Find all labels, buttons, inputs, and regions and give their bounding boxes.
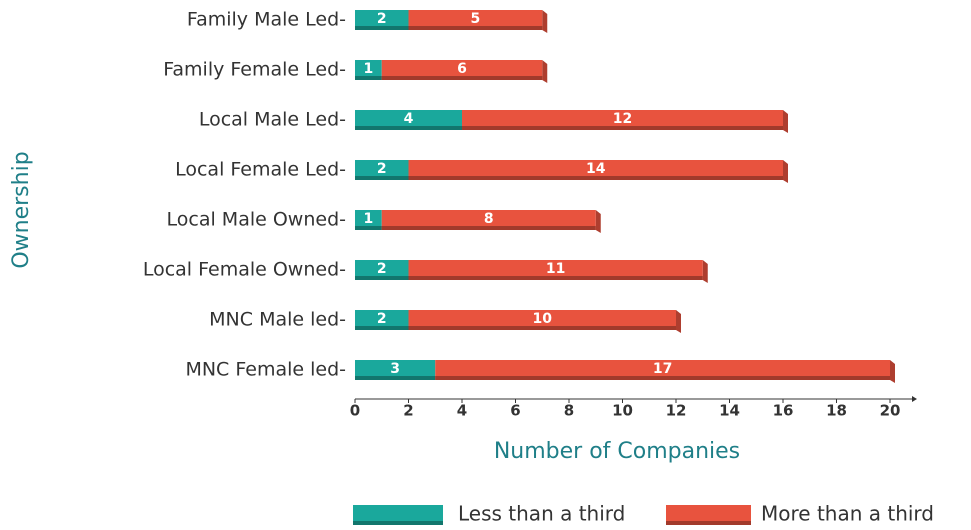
bar-bottom xyxy=(355,76,382,80)
bar-bottom xyxy=(355,226,382,230)
x-tick-label: 4 xyxy=(457,402,467,420)
legend-swatch-shade xyxy=(353,521,443,525)
bar xyxy=(355,210,382,230)
legend-label: More than a third xyxy=(761,502,934,526)
bar xyxy=(355,160,409,180)
x-tick-label: 12 xyxy=(666,402,687,420)
bar xyxy=(408,10,543,30)
y-tick-label: MNC Male led- xyxy=(209,309,346,331)
bar-bottom xyxy=(355,276,409,280)
bar-side xyxy=(783,160,788,183)
x-tick-label: 14 xyxy=(719,402,740,420)
bar-side xyxy=(542,60,548,83)
y-tick-label: Local Male Led- xyxy=(199,109,346,131)
bar xyxy=(408,260,703,280)
bar-bottom xyxy=(408,326,676,330)
bar xyxy=(355,60,382,80)
value-label: 2 xyxy=(377,161,387,177)
value-label: 12 xyxy=(613,111,632,127)
bar xyxy=(355,310,409,330)
bar-bottom xyxy=(355,176,409,180)
bar xyxy=(355,260,409,280)
bar-bottom xyxy=(408,276,703,280)
value-label: 17 xyxy=(653,361,672,377)
legend-swatch xyxy=(353,505,443,525)
y-tick-label: Family Male Led- xyxy=(187,9,346,31)
bar-bottom xyxy=(355,26,409,30)
bar-side xyxy=(783,110,788,133)
bar-side xyxy=(890,360,895,383)
bar-side xyxy=(595,210,601,233)
bar-side xyxy=(676,310,681,333)
bar-bottom xyxy=(381,76,543,80)
value-label: 14 xyxy=(586,161,606,177)
value-label: 5 xyxy=(471,11,481,27)
bar xyxy=(381,60,543,80)
bar xyxy=(408,310,676,330)
bar-bottom xyxy=(355,326,409,330)
bar xyxy=(462,110,783,130)
x-tick-label: 2 xyxy=(403,402,413,420)
value-label: 4 xyxy=(404,111,414,127)
y-tick-label: Local Male Owned- xyxy=(167,209,346,231)
y-tick-label: Local Female Owned- xyxy=(143,259,346,281)
bar-bottom xyxy=(381,226,596,230)
value-label: 2 xyxy=(377,261,387,277)
x-tick-label: 20 xyxy=(880,402,901,420)
value-label: 1 xyxy=(364,61,374,77)
bar-bottom xyxy=(435,376,890,380)
value-label: 2 xyxy=(377,11,387,27)
y-tick-label: Family Female Led- xyxy=(163,59,346,81)
bar xyxy=(355,110,462,130)
value-label: 10 xyxy=(533,311,553,327)
y-tick-label: MNC Female led- xyxy=(185,359,346,381)
bar xyxy=(355,10,409,30)
legend-swatch xyxy=(666,505,751,525)
legend-swatch-shade xyxy=(666,521,751,525)
x-tick-label: 16 xyxy=(773,402,794,420)
x-axis-label: Number of Companies xyxy=(494,439,740,464)
bar xyxy=(435,360,890,380)
bar-bottom xyxy=(355,126,462,130)
x-tick-label: 10 xyxy=(612,402,633,420)
value-label: 1 xyxy=(364,211,374,227)
axis-arrow xyxy=(912,396,917,402)
x-tick-label: 18 xyxy=(826,402,847,420)
bar-side xyxy=(542,10,548,33)
value-label: 8 xyxy=(484,211,494,227)
bar-bottom xyxy=(408,26,543,30)
value-label: 11 xyxy=(546,261,565,277)
x-tick-label: 0 xyxy=(350,402,360,420)
y-tick-label: Local Female Led- xyxy=(175,159,346,181)
y-axis-label: Ownership xyxy=(9,151,34,268)
bar xyxy=(381,210,596,230)
bar-bottom xyxy=(355,376,436,380)
value-label: 6 xyxy=(457,61,467,77)
value-label: 2 xyxy=(377,311,387,327)
bar xyxy=(408,160,783,180)
bar-bottom xyxy=(462,126,783,130)
legend-label: Less than a third xyxy=(458,502,625,526)
value-label: 3 xyxy=(390,361,400,377)
x-tick-label: 6 xyxy=(510,402,520,420)
bar xyxy=(355,360,436,380)
bar-side xyxy=(702,260,708,283)
bar-bottom xyxy=(408,176,783,180)
x-tick-label: 8 xyxy=(564,402,574,420)
